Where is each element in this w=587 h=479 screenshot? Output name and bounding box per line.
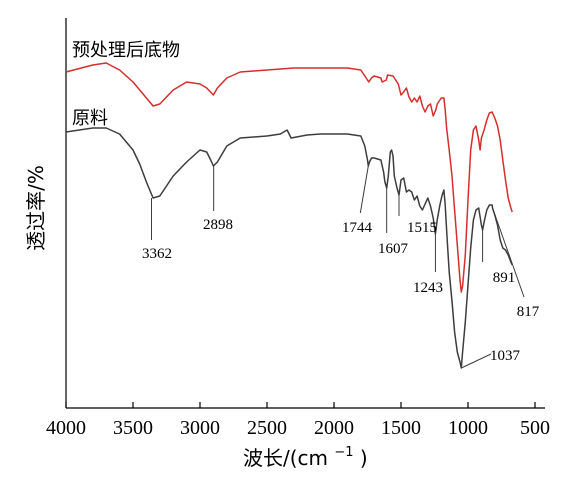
x-axis-label: 波长/(cm −1 ) [243,437,368,470]
annotation-label-817: 817 [517,304,540,320]
x-axis-label-sup: −1 [334,445,353,460]
annotation-label-1243: 1243 [413,280,443,296]
x-tick-label: 1500 [381,417,421,439]
x-ticks: 4000 3500 3000 2500 2000 1500 1000 500 [46,402,550,439]
x-tick-label: 2500 [247,417,287,439]
annotation-label-1515: 1515 [407,220,437,236]
x-tick-label: 4000 [46,417,86,439]
x-tick-label: 3500 [113,417,153,439]
annotation-leader-1744 [359,165,369,214]
series-label-treated: 预处理后底物 [72,40,180,61]
x-tick-label: 2000 [314,417,354,439]
x-axis-label-end: ) [360,446,368,470]
annotation-leader-1037 [461,353,492,369]
series-label-raw: 原料 [72,108,108,129]
annotation-label-891: 891 [493,270,516,286]
annotation-label-3362: 3362 [142,246,172,262]
series-group [65,62,513,369]
annotation-label-1607: 1607 [378,241,409,257]
annotation-label-2898: 2898 [203,217,233,233]
annotations: 3362 2898 1744 1607 1515 1243 891 817 1037 [142,165,540,369]
annotation-label-1744: 1744 [342,220,373,236]
x-tick-label: 3000 [180,417,220,439]
series-line-treated [65,62,513,293]
x-tick-label: 500 [520,417,550,439]
series-line-raw [65,127,513,369]
annotation-label-1037: 1037 [490,348,521,364]
y-axis-label: 透过率/% [24,165,48,251]
x-axis-label-main: 波长/(cm [243,446,328,470]
annotation-leader-817 [492,207,525,298]
x-tick-label: 1000 [448,417,488,439]
